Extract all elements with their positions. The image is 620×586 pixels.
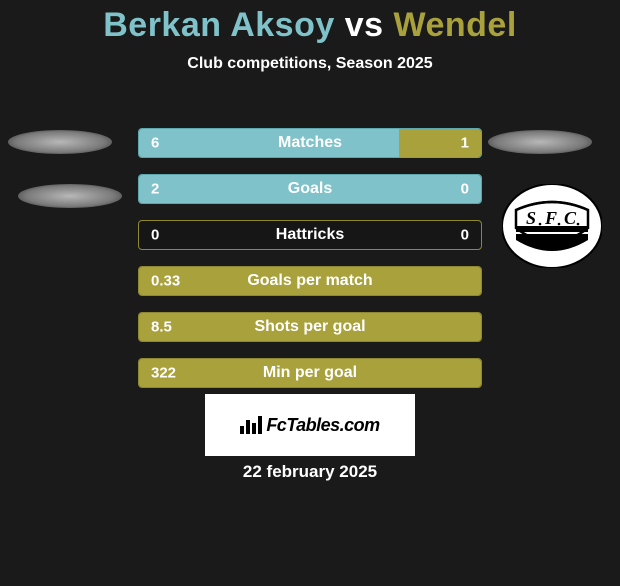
bars-icon bbox=[240, 416, 262, 434]
stat-row: 2 0 Goals bbox=[138, 174, 482, 204]
stat-label: Hattricks bbox=[276, 226, 344, 244]
team1-logo-shadow-a bbox=[8, 130, 112, 154]
brand-box: FcTables.com bbox=[205, 394, 415, 456]
value-left: 6 bbox=[151, 135, 159, 152]
brand-text: FcTables.com bbox=[266, 415, 379, 436]
value-left: 8.5 bbox=[151, 319, 172, 336]
stat-row: 8.5 Shots per goal bbox=[138, 312, 482, 342]
team2-logo-shadow bbox=[488, 130, 592, 154]
player2-name: Wendel bbox=[393, 6, 516, 44]
stat-label: Matches bbox=[278, 134, 342, 152]
comparison-chart: 6 1 Matches 2 0 Goals 0 0 Hattricks 0.33 Goals per… bbox=[138, 128, 482, 404]
value-left: 0.33 bbox=[151, 273, 180, 290]
stat-row: 6 1 Matches bbox=[138, 128, 482, 158]
stat-label: Goals per match bbox=[247, 272, 372, 290]
santos-crest-icon: S F C bbox=[502, 184, 602, 268]
svg-text:C: C bbox=[564, 208, 577, 228]
value-right: 1 bbox=[461, 135, 469, 152]
value-left: 322 bbox=[151, 365, 176, 382]
stat-label: Min per goal bbox=[263, 364, 357, 382]
value-right: 0 bbox=[461, 181, 469, 198]
value-right: 0 bbox=[461, 227, 469, 244]
stat-row: 322 Min per goal bbox=[138, 358, 482, 388]
team1-logo-shadow-b bbox=[18, 184, 122, 208]
svg-text:F: F bbox=[544, 208, 557, 228]
value-left: 2 bbox=[151, 181, 159, 198]
value-left: 0 bbox=[151, 227, 159, 244]
bar-left bbox=[139, 129, 399, 157]
subtitle: Club competitions, Season 2025 bbox=[0, 55, 620, 73]
stat-label: Shots per goal bbox=[254, 318, 365, 336]
player1-name: Berkan Aksoy bbox=[103, 6, 335, 44]
date-text: 22 february 2025 bbox=[243, 462, 377, 482]
svg-text:S: S bbox=[526, 208, 536, 228]
stat-label: Goals bbox=[288, 180, 332, 198]
stat-row: 0.33 Goals per match bbox=[138, 266, 482, 296]
page-title: Berkan Aksoy vs Wendel bbox=[0, 6, 620, 45]
vs-text: vs bbox=[345, 6, 384, 44]
stat-row: 0 0 Hattricks bbox=[138, 220, 482, 250]
